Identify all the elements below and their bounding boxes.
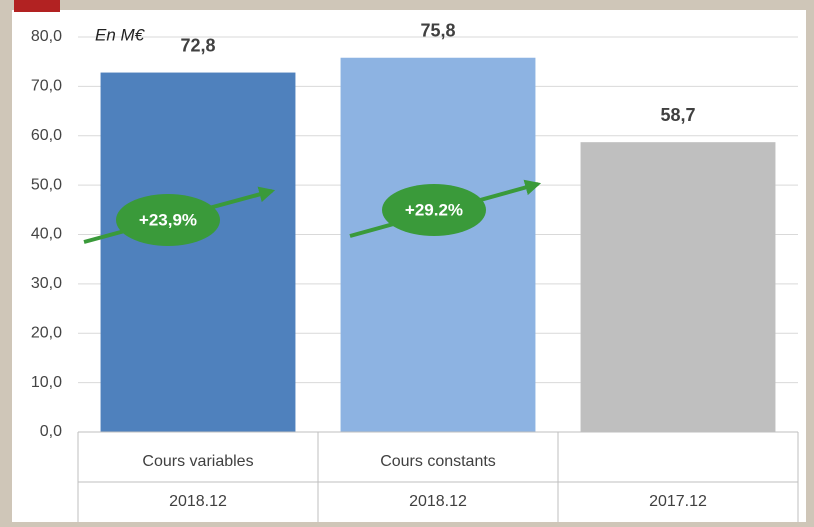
value-label: 72,8 <box>180 35 215 55</box>
value-label: 58,7 <box>660 105 695 125</box>
y-tick-label: 10,0 <box>31 374 62 391</box>
unit-note: En M€ <box>95 25 146 44</box>
y-tick-label: 30,0 <box>31 275 62 292</box>
tab <box>14 0 60 12</box>
annotation: +29.2% <box>405 200 463 219</box>
bar <box>341 58 536 432</box>
bar <box>581 142 776 432</box>
y-tick-label: 50,0 <box>31 176 62 193</box>
y-tick-label: 80,0 <box>31 28 62 45</box>
page: En M€ +23,9% +29.2% 0,0 10,0 20,0 30,0 40,0 5… <box>0 0 814 522</box>
category-group-label: Cours constants <box>380 453 496 470</box>
chart: En M€ +23,9% +29.2% 0,0 10,0 20,0 30,0 40,0 5… <box>0 0 814 522</box>
y-tick-label: 40,0 <box>31 226 62 243</box>
category-group-label: Cours variables <box>142 453 253 470</box>
y-tick-label: 60,0 <box>31 127 62 144</box>
y-tick-label: 0,0 <box>40 423 62 440</box>
x-tick-label: 2017.12 <box>649 493 707 510</box>
y-tick-label: 70,0 <box>31 78 62 95</box>
x-tick-label: 2018.12 <box>169 493 227 510</box>
bar <box>101 73 296 432</box>
annotation: +23,9% <box>139 210 197 229</box>
y-tick-label: 20,0 <box>31 324 62 341</box>
value-label: 75,8 <box>420 20 455 40</box>
x-tick-label: 2018.12 <box>409 493 467 510</box>
